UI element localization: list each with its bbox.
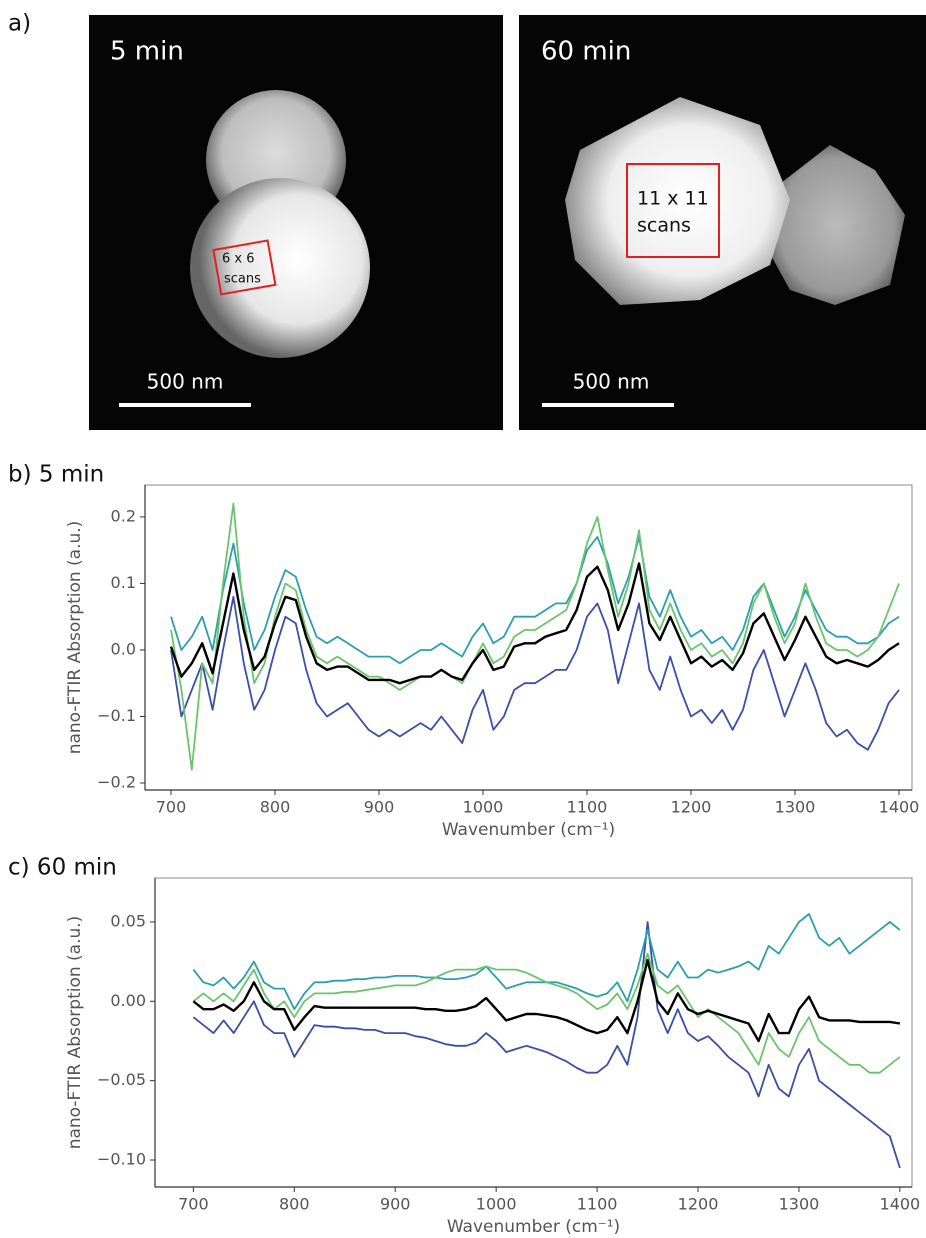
panel-label: a) [8, 11, 31, 37]
image-title: 5 min [110, 37, 184, 67]
x-tick-label: 1400 [880, 1195, 921, 1214]
spectrum-line [192, 921, 901, 1169]
x-tick-label: 700 [178, 1195, 209, 1214]
chart-title: c) 60 min [8, 855, 117, 881]
y-tick-label: 0.00 [110, 991, 146, 1010]
y-tick-label: 0.0 [111, 639, 136, 658]
x-tick-label: 800 [279, 1195, 310, 1214]
x-axis-label: Wavenumber (cm⁻¹) [442, 820, 615, 840]
y-tick-label: 0.1 [111, 573, 136, 592]
spectrum-line [192, 958, 901, 1043]
y-tick-label: 0.05 [110, 911, 146, 930]
y-axis-label: nano-FTIR Absorption (a.u.) [65, 916, 85, 1150]
x-tick-label: 1100 [567, 798, 608, 817]
x-tick-label: 700 [156, 798, 187, 817]
y-tick-label: 0.2 [111, 506, 136, 525]
x-tick-label: 1300 [779, 1195, 820, 1214]
spectrum-line [170, 502, 900, 771]
chart-title: b) 5 min [8, 462, 104, 488]
y-tick-label: −0.2 [97, 773, 136, 792]
scale-label: 500 nm [147, 370, 224, 394]
y-tick-label: −0.1 [97, 706, 136, 725]
scan-label: 11 x 11 [637, 188, 709, 210]
x-tick-label: 1000 [463, 798, 504, 817]
spectrum-line [169, 562, 900, 685]
x-tick-label: 1200 [671, 798, 712, 817]
scan-label: scans [224, 272, 261, 287]
spectrum-line [170, 595, 900, 751]
afm-image: 11 x 11 scans 60 min 500 nm [519, 15, 926, 430]
y-tick-label: −0.10 [97, 1150, 146, 1169]
x-axis-label: Wavenumber (cm⁻¹) [447, 1217, 620, 1237]
scan-label: 6 x 6 [222, 252, 255, 267]
x-tick-label: 1100 [577, 1195, 618, 1214]
y-axis-label: nano-FTIR Absorption (a.u.) [65, 521, 85, 755]
x-tick-label: 900 [364, 798, 395, 817]
y-tick-label: −0.05 [97, 1070, 146, 1089]
x-tick-label: 1200 [678, 1195, 719, 1214]
spectrum-line [192, 952, 901, 1074]
spectrum-line [192, 913, 901, 1011]
afm-image: 6 x 6 scans 5 min 500 nm [89, 15, 503, 430]
scale-label: 500 nm [573, 370, 650, 394]
scan-label: scans [637, 215, 691, 237]
x-tick-label: 900 [380, 1195, 411, 1214]
x-tick-label: 1000 [476, 1195, 517, 1214]
x-tick-label: 1300 [775, 798, 816, 817]
x-tick-label: 800 [260, 798, 291, 817]
x-tick-label: 1400 [879, 798, 920, 817]
image-title: 60 min [541, 37, 631, 67]
spectrum-line [170, 536, 900, 665]
